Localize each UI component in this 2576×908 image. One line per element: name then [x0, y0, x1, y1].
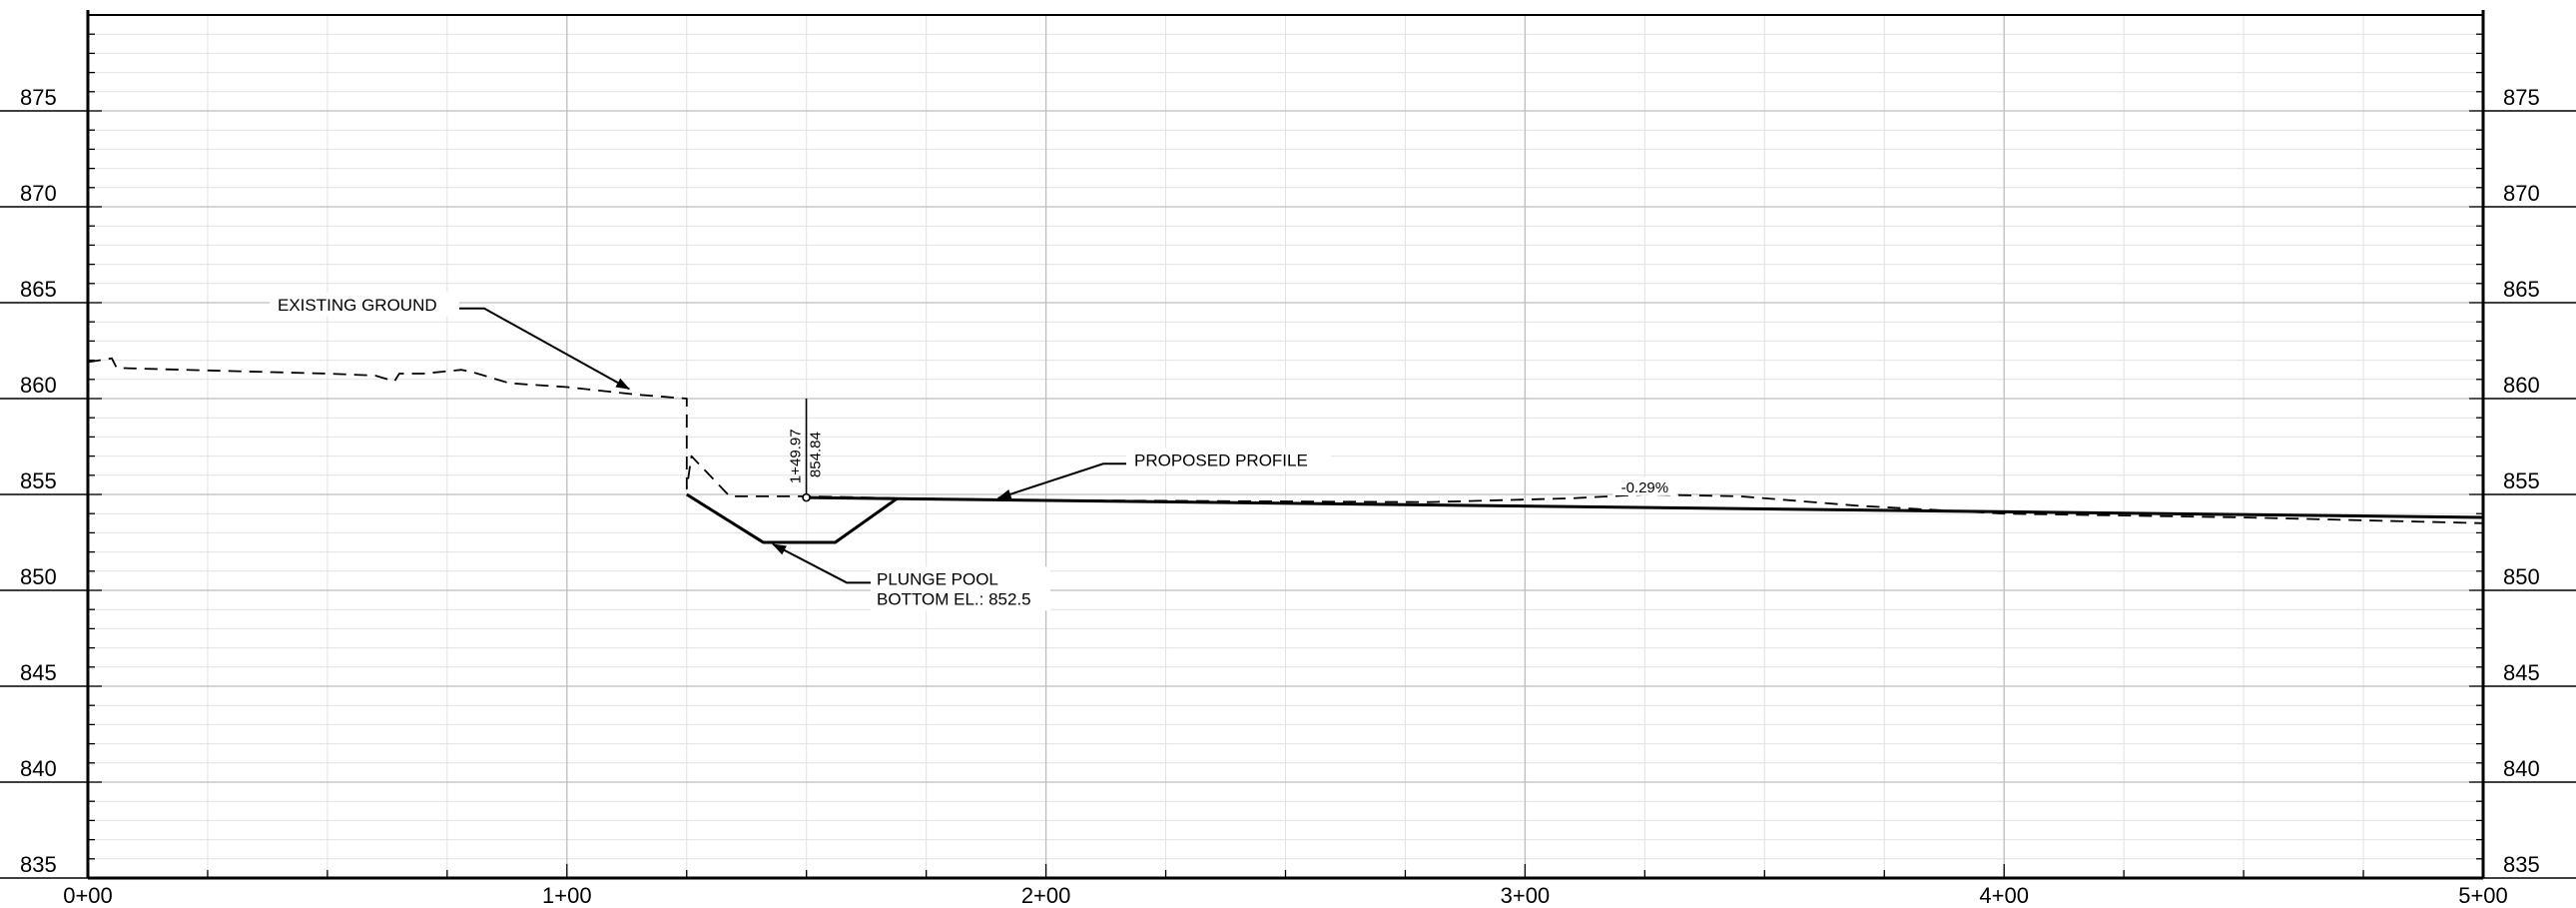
axis-labels: 835 835 840 840 845 845 850 850 855 855 860 860 865 8…	[20, 85, 2540, 908]
series-plunge-pool-line	[686, 492, 899, 544]
proposed-profile-label-bg	[1126, 448, 1331, 472]
y-tick-label-left: 850	[20, 564, 57, 589]
y-tick-label-right: 865	[2503, 277, 2540, 302]
y-tick-label-left: 840	[20, 756, 57, 781]
y-tick-label-left: 835	[20, 852, 57, 877]
pvi-marker	[802, 492, 811, 502]
proposed-profile-label: PROPOSED PROFILE	[1134, 451, 1308, 469]
pvi-station-label: 1+49.97	[788, 429, 805, 483]
plunge-pool-leader	[772, 543, 874, 584]
y-tick-label-right: 835	[2503, 852, 2540, 877]
existing-ground-label-bg	[270, 292, 459, 317]
y-tick-label-left: 875	[20, 85, 57, 110]
existing-ground-leader	[454, 307, 631, 391]
plunge-pool-label-line2: BOTTOM EL.: 852.5	[877, 589, 1031, 608]
y-tick-label-left: 870	[20, 181, 57, 206]
y-tick-label-left: 860	[20, 373, 57, 398]
y-tick-label-right: 855	[2503, 468, 2540, 493]
plot-frame	[0, 10, 2576, 880]
grid-minor	[88, 15, 2483, 878]
y-tick-label-right: 860	[2503, 373, 2540, 398]
x-tick-label: 3+00	[1501, 883, 1551, 908]
annotation-layer: EXISTING GROUND PROPOSED PROFILE PLUNGE PO…	[270, 292, 1677, 611]
series-proposed-profile-line	[806, 495, 2484, 519]
x-tick-label: 2+00	[1021, 883, 1071, 908]
y-tick-label-left: 865	[20, 277, 57, 302]
plunge-pool-label-line1: PLUNGE POOL	[877, 569, 998, 588]
proposed-profile-leader	[996, 462, 1128, 499]
x-tick-label: 1+00	[542, 883, 592, 908]
pvi-elevation-label: 854.84	[808, 432, 825, 477]
y-tick-label-left: 845	[20, 660, 57, 685]
plunge-pool-label-bg	[871, 566, 1050, 611]
y-tick-label-right: 870	[2503, 181, 2540, 206]
grade-label-bg	[1612, 476, 1677, 495]
x-tick-label: 5+00	[2458, 883, 2508, 908]
y-tick-label-right: 840	[2503, 756, 2540, 781]
y-tick-label-right: 850	[2503, 564, 2540, 589]
y-tick-label-left: 855	[20, 468, 57, 493]
y-tick-label-right: 875	[2503, 85, 2540, 110]
series-existing-ground-line	[87, 357, 2484, 524]
grade-label: -0.29%	[1621, 479, 1669, 496]
existing-ground-label: EXISTING GROUND	[278, 296, 437, 315]
x-tick-label: 0+00	[63, 883, 113, 908]
x-tick-label: 4+00	[1979, 883, 2029, 908]
series-layer	[87, 357, 2484, 544]
y-tick-label-right: 845	[2503, 660, 2540, 685]
